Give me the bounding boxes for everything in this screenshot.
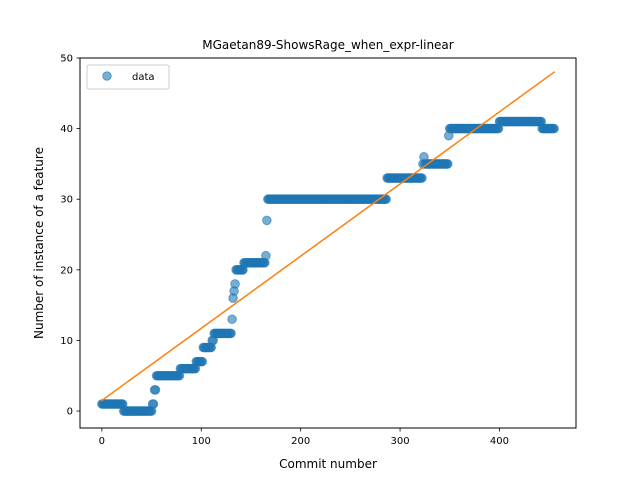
- data-point: [442, 159, 453, 169]
- y-axis: 0 10 20 30 40 50: [60, 54, 80, 418]
- fit-line-group: [100, 71, 556, 402]
- data-point: [227, 314, 237, 325]
- y-axis-label: Number of instance of a feature: [32, 147, 46, 339]
- y-tick-label: 20: [60, 265, 73, 276]
- x-axis: 0 100 200 300 400: [99, 428, 509, 447]
- y-tick-label: 0: [67, 407, 73, 418]
- data-point: [148, 399, 159, 409]
- legend-box: [86, 64, 170, 90]
- y-tick-label: 10: [60, 336, 73, 347]
- x-axis-label: Commit number: [279, 457, 377, 471]
- x-tick-label: 300: [391, 436, 410, 447]
- data-point: [549, 123, 559, 134]
- x-tick-label: 400: [490, 436, 509, 447]
- axes-frame: [79, 57, 577, 429]
- y-tick-label: 40: [60, 124, 73, 135]
- data-point: [417, 173, 427, 183]
- data-point: [150, 385, 161, 395]
- data-point: [262, 215, 272, 226]
- y-tick-label: 30: [60, 195, 73, 206]
- data-point: [226, 328, 236, 339]
- legend: data: [86, 64, 170, 90]
- legend-marker-data: [102, 71, 112, 81]
- data-point: [197, 356, 208, 367]
- data-points: [97, 116, 559, 416]
- x-tick-label: 0: [99, 436, 105, 447]
- chart-title: MGaetan89-ShowsRage_when_expr-linear: [202, 38, 454, 52]
- fit-line: [100, 71, 556, 402]
- data-point: [230, 279, 240, 289]
- legend-label-data: data: [132, 72, 155, 83]
- data-point: [261, 250, 271, 261]
- y-tick-label: 50: [60, 54, 73, 65]
- x-tick-label: 200: [291, 436, 310, 447]
- x-tick-label: 100: [192, 436, 211, 447]
